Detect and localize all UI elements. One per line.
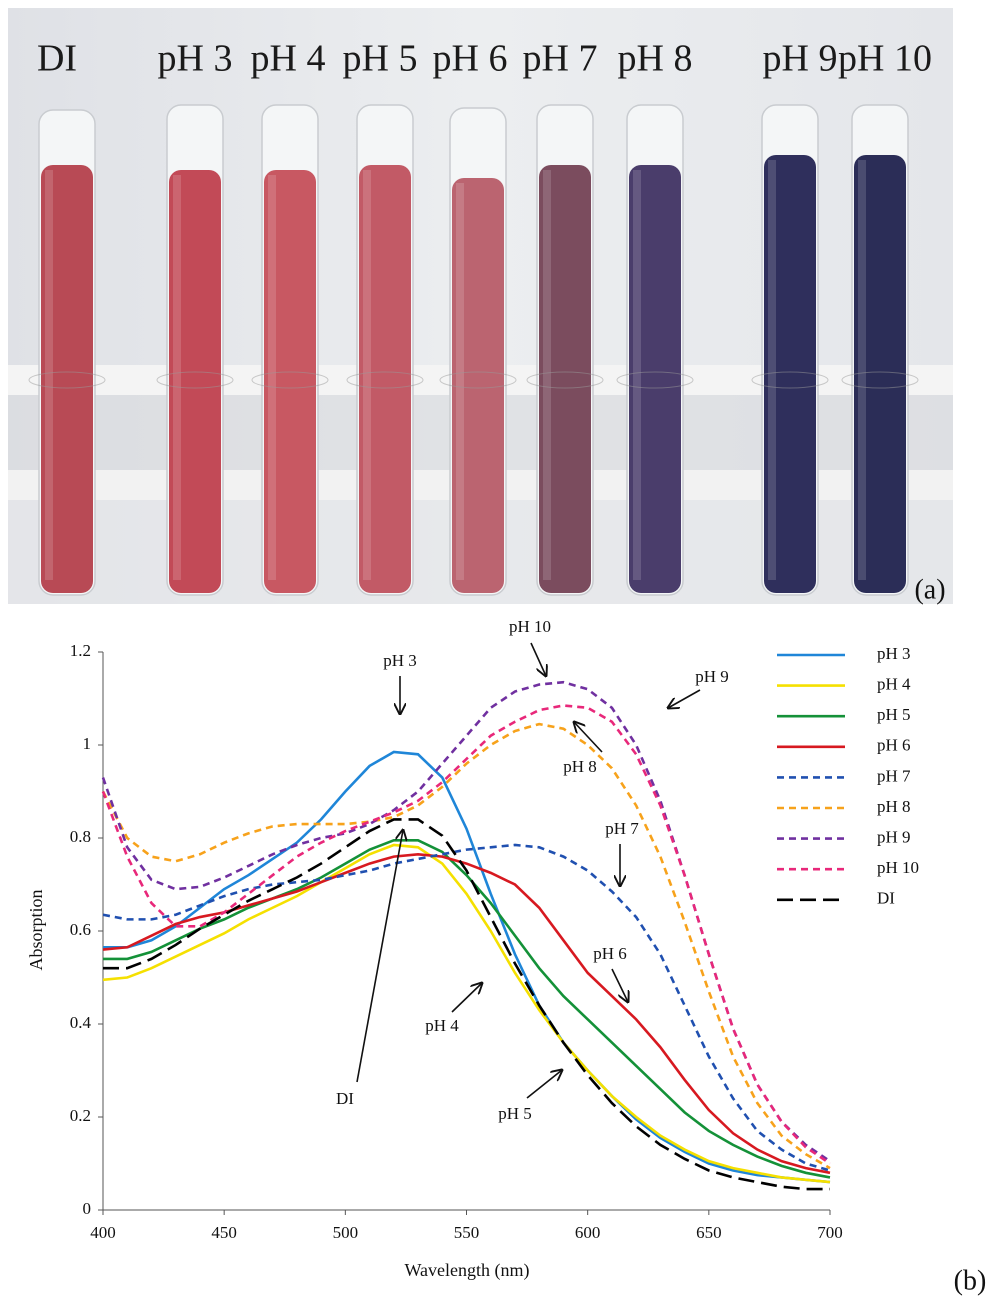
tube-label: pH 4 [251,38,326,80]
annotation: pH 10 [509,617,551,636]
annotation-arrow [526,1070,562,1099]
legend-label: DI [877,889,895,908]
annotation: pH 9 [695,667,729,686]
tube-label: pH 8 [618,38,693,80]
tube-label: pH 7 [523,38,598,80]
rack-hole [28,371,106,389]
series-line [103,839,831,1179]
rack-hole [346,371,424,389]
annotation: DI [336,1089,354,1108]
x-tick-label: 700 [817,1223,843,1242]
x-axis-title: Wavelength (nm) [404,1260,529,1281]
tube-liquid [629,165,681,593]
annotation-arrow [611,968,628,1002]
y-tick-label: 0.6 [70,920,91,939]
x-tick-label: 450 [211,1223,237,1242]
rack-hole [616,371,694,389]
rack-hole [526,371,604,389]
tube-shade [363,170,371,580]
annotation: pH 8 [563,757,597,776]
y-tick-label: 1.2 [70,641,91,660]
photo-panel: (a) DI pH 3 pH 4 pH 5 pH 6 pH 7 pH 8 pH 9 pH 10 [8,8,953,605]
tube-label: pH 3 [158,38,233,80]
panel-label: (b) [954,1265,987,1296]
tube-liquid [452,178,504,593]
annotation: pH 5 [498,1104,532,1123]
x-tick-label: 500 [333,1223,359,1242]
tube-label: pH 9 [763,38,838,80]
tube-shade [768,160,776,580]
x-tick-label: 650 [696,1223,722,1242]
tube-liquid [539,165,591,593]
annotation: pH 6 [593,944,627,963]
annotation: pH 4 [425,1016,459,1035]
tube-label: pH 10 [838,38,932,80]
annotation-arrow [451,983,482,1013]
series-line [101,704,831,1165]
series-line [102,843,831,1184]
legend-label: pH 5 [877,705,911,724]
tube-shade [173,175,181,580]
tube-liquid [764,155,816,593]
tube-label: DI [37,38,77,80]
x-tick-label: 400 [90,1223,116,1242]
rack-hole [841,371,919,389]
tube-label: pH 5 [343,38,418,80]
rack-hole [751,371,829,389]
legend-label: pH 7 [877,766,911,785]
y-tick-label: 0 [83,1199,92,1218]
y-axis-title: Absorption [26,890,46,971]
annotation-arrow [530,642,546,676]
tube-shade [633,170,641,580]
y-tick-label: 0.4 [70,1013,92,1032]
tube-label: pH 6 [433,38,508,80]
tube-shade [858,160,866,580]
tube-shade [543,170,551,580]
annotation-arrow [356,830,403,1083]
rack-hole [439,371,517,389]
legend-label: pH 9 [877,828,911,847]
tube-shade [456,183,464,580]
series-line [102,843,831,1172]
series-line [101,722,831,1170]
tube-liquid [359,165,411,593]
annotation-arrow [574,722,603,753]
tube-liquid [854,155,906,593]
series-line [103,818,830,1191]
annotation: pH 3 [383,651,417,670]
series-line [103,750,831,1184]
rack-hole [156,371,234,389]
x-tick-label: 600 [575,1223,601,1242]
tube-liquid [41,165,93,593]
annotation: pH 7 [605,819,639,838]
tube-shade [268,175,276,580]
legend-label: pH 10 [877,858,919,877]
legend-label: pH 4 [877,675,911,694]
chart-panel: (b) Wavelength (nm) Absorption 0 0.2 0.4 0.… [26,617,986,1297]
tube-liquid [264,170,316,593]
x-tick-label: 550 [454,1223,480,1242]
rack-hole [251,371,329,389]
legend-label: pH 8 [877,797,911,816]
tube-shade [45,170,53,580]
panel-label: (a) [914,574,945,605]
tube-liquid [169,170,221,593]
y-tick-label: 0.8 [70,827,91,846]
legend-label: pH 6 [877,736,911,755]
annotation-arrow [668,689,701,708]
legend-label: pH 3 [877,644,911,663]
y-tick-label: 0.2 [70,1106,91,1125]
y-tick-label: 1 [83,734,92,753]
